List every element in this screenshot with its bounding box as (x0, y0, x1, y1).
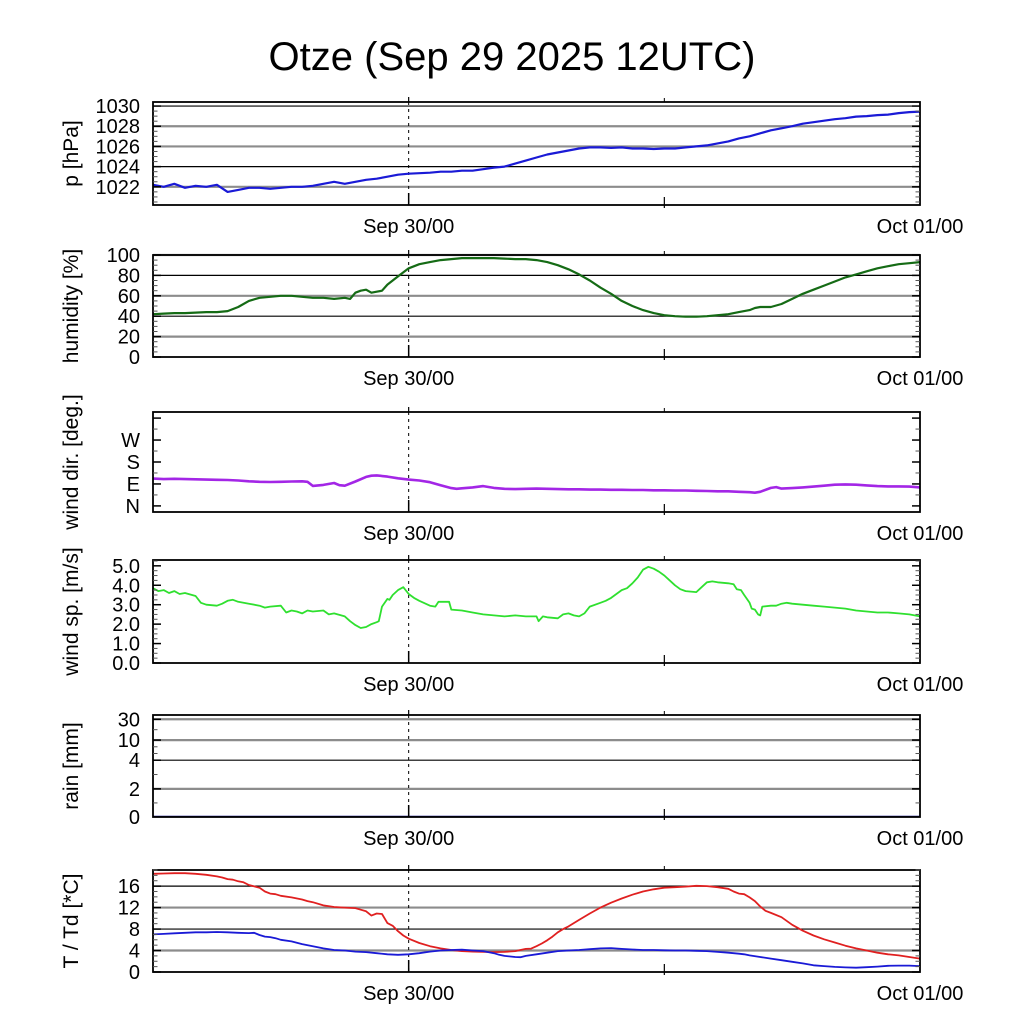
y-axis-title-wind-speed: wind sp. [m/s] (60, 547, 83, 676)
ytick-label-pressure: 1022 (96, 177, 141, 199)
xtick-label-wind-speed: Sep 30/00 (363, 674, 454, 696)
ytick-label-humidity: 20 (118, 327, 140, 349)
ytick-label-wind-direction: W (121, 430, 140, 452)
ytick-label-wind-speed: 2.0 (112, 614, 140, 636)
panel-border-wind-speed (152, 559, 921, 664)
wind-speed-series-line (153, 565, 920, 629)
y-axis-title-temperature-dewpoint: T / Td [*C] (60, 874, 83, 969)
ytick-label-temperature-dewpoint: 16 (118, 876, 140, 898)
xtick-label-wind-speed: Oct 01/00 (877, 674, 964, 696)
ytick-label-temperature-dewpoint: 4 (129, 941, 140, 963)
ytick-label-wind-direction: N (126, 496, 140, 518)
ytick-label-wind-speed: 5.0 (112, 556, 140, 578)
humidity-series-line (153, 257, 920, 318)
ytick-label-wind-speed: 4.0 (112, 575, 140, 597)
ytick-label-humidity: 80 (118, 265, 140, 287)
ytick-label-humidity: 0 (129, 347, 140, 369)
xtick-label-rain: Sep 30/00 (363, 828, 454, 850)
xtick-label-humidity: Sep 30/00 (363, 368, 454, 390)
ytick-label-temperature-dewpoint: 12 (118, 898, 140, 920)
ytick-label-temperature-dewpoint: 8 (129, 919, 140, 941)
xtick-label-pressure: Oct 01/00 (877, 216, 964, 238)
y-axis-title-pressure: p [hPa] (60, 120, 83, 187)
ytick-label-humidity: 40 (118, 306, 140, 328)
panel-wind-speed: 5.04.03.02.01.00.0 wind sp. [m/s] Sep 30/0… (60, 547, 963, 696)
ytick-label-wind-direction: E (127, 474, 140, 496)
ytick-label-temperature-dewpoint: 0 (129, 962, 140, 984)
chart-title: Otze (Sep 29 2025 12UTC) (269, 35, 756, 79)
xtick-label-wind-direction: Sep 30/00 (363, 523, 454, 545)
y-axis-title-wind-direction: wind dir. [deg.] (60, 394, 83, 530)
dewpoint-series-line (153, 931, 920, 969)
panel-border-pressure (152, 101, 921, 206)
ytick-label-pressure: 1024 (96, 157, 141, 179)
ytick-label-pressure: 1028 (96, 116, 141, 138)
ytick-label-rain: 4 (129, 750, 140, 772)
ytick-label-wind-speed: 0.0 (112, 653, 140, 675)
y-axis-title-humidity: humidity [%] (60, 249, 83, 363)
ytick-label-pressure: 1030 (96, 96, 141, 118)
xtick-label-wind-direction: Oct 01/00 (877, 523, 964, 545)
ytick-label-rain: 0 (129, 807, 140, 829)
ytick-label-wind-speed: 3.0 (112, 595, 140, 617)
wind-direction-series-line (153, 474, 920, 495)
ytick-label-wind-direction: S (127, 452, 140, 474)
ytick-label-wind-speed: 1.0 (112, 634, 140, 656)
xtick-label-temperature-dewpoint: Sep 30/00 (363, 983, 454, 1005)
xtick-label-pressure: Sep 30/00 (363, 216, 454, 238)
panel-border-rain (152, 714, 921, 818)
y-axis-title-rain: rain [mm] (60, 722, 83, 810)
xtick-label-temperature-dewpoint: Oct 01/00 (877, 983, 964, 1005)
xtick-label-rain: Oct 01/00 (877, 828, 964, 850)
pressure-series-line (153, 110, 920, 193)
xtick-label-humidity: Oct 01/00 (877, 368, 964, 390)
ytick-label-pressure: 1026 (96, 136, 141, 158)
ytick-label-rain: 10 (118, 730, 140, 752)
ytick-label-humidity: 100 (107, 245, 140, 267)
temperature-series-line (153, 872, 920, 960)
panel-border-temperature-dewpoint (152, 869, 921, 973)
ytick-label-rain: 2 (129, 779, 140, 801)
ytick-label-rain: 30 (118, 709, 140, 731)
ytick-label-humidity: 60 (118, 286, 140, 308)
